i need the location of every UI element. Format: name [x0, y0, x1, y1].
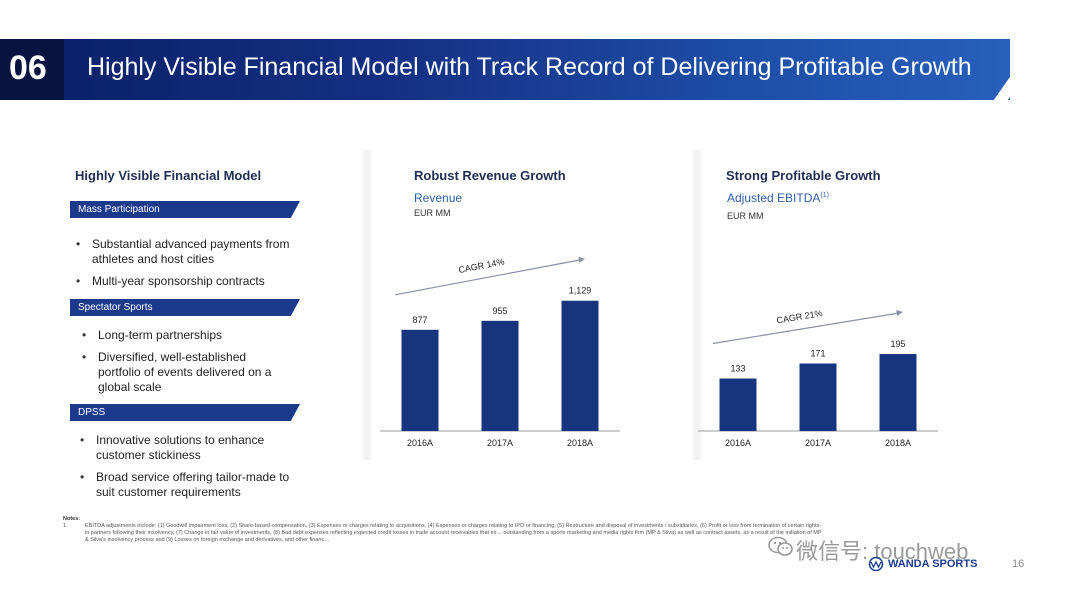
ebitda-value-label: 195 [890, 339, 905, 349]
revenue-tick-label: 2016A [407, 438, 433, 448]
note-text: EBITDA adjustments include: (1) Goodwill… [85, 523, 822, 543]
bullet-list-dpss: Innovative solutions to enhance customer… [80, 433, 295, 507]
note-number: 1. [63, 523, 68, 529]
tag-mass-participation: Mass Participation [70, 201, 300, 218]
section-number: 06 [9, 49, 47, 87]
revenue-cagr-annotation: CAGR 14% [458, 257, 506, 276]
ebitda-chart-subtitle: Adjusted EBITDA(1) [727, 191, 829, 205]
ebitda-bar-chart: 133 2016A 171 2017A 195 2018A CAGR 21% [698, 308, 938, 448]
ebitda-subtitle-text: Adjusted EBITDA [727, 191, 821, 205]
list-item: Diversified, well-established portfolio … [82, 350, 292, 395]
revenue-tick-label: 2017A [487, 438, 513, 448]
footnotes: Notes: 1. EBITDA adjustments include: (1… [63, 516, 823, 544]
column-divider [360, 150, 374, 460]
column-divider [690, 150, 704, 460]
revenue-value-label: 877 [412, 315, 427, 325]
notes-label: Notes: [63, 516, 81, 522]
revenue-bar-2017A [481, 320, 519, 431]
bullet-list-mass-participation: Substantial advanced payments from athle… [76, 237, 306, 296]
list-item: Multi-year sponsorship contracts [76, 274, 306, 289]
footnote-marker: (1) [820, 192, 829, 199]
ebitda-value-label: 171 [810, 349, 825, 359]
ebitda-chart-title: Strong Profitable Growth [726, 168, 881, 183]
revenue-chart-title: Robust Revenue Growth [414, 168, 566, 183]
revenue-bar-2018A [561, 300, 599, 431]
ebitda-cagr-arrow-line [712, 312, 900, 345]
bullet-list-spectator-sports: Long-term partnerships Diversified, well… [82, 328, 292, 402]
list-item: Broad service offering tailor-made to su… [80, 470, 295, 500]
list-item: Substantial advanced payments from athle… [76, 237, 306, 267]
section-number-box: 06 [0, 39, 64, 100]
slide-header: 06 Highly Visible Financial Model with T… [0, 39, 1080, 100]
ebitda-bar-2017A [799, 363, 837, 431]
slide-title: Highly Visible Financial Model with Trac… [87, 53, 972, 81]
wechat-icon [768, 536, 793, 556]
note-item: 1. EBITDA adjustments include: (1) Goodw… [63, 523, 823, 544]
revenue-cagr-arrow-head [578, 256, 585, 263]
list-item: Long-term partnerships [82, 328, 292, 343]
tag-spectator-sports: Spectator Sports [70, 299, 300, 316]
watermark-text: 微信号: touchweb [796, 539, 969, 564]
ebitda-cagr-annotation: CAGR 21% [776, 308, 824, 325]
revenue-cagr-arrow-line [394, 259, 582, 296]
revenue-chart-unit: EUR MM [414, 208, 451, 218]
ebitda-chart-unit: EUR MM [727, 211, 764, 221]
ebitda-bar-2016A [719, 378, 757, 431]
revenue-value-label: 955 [492, 306, 507, 316]
ebitda-value-label: 133 [730, 364, 745, 374]
ebitda-tick-label: 2018A [885, 438, 911, 448]
revenue-bar-chart: 877 2016A 955 2017A 1,129 2018A CAGR 14% [380, 256, 620, 448]
list-item: Innovative solutions to enhance customer… [80, 433, 295, 463]
wanda-sports-logo: WANDA SPORTS [888, 558, 978, 570]
revenue-chart-subtitle: Revenue [414, 191, 463, 205]
page-number: 16 [1012, 558, 1025, 570]
revenue-bar-2016A [401, 329, 439, 431]
ebitda-bar-2018A [879, 354, 917, 431]
tag-dpss: DPSS [70, 404, 300, 421]
wanda-logo-icon [868, 557, 884, 571]
ebitda-tick-label: 2016A [725, 438, 751, 448]
left-column-title: Highly Visible Financial Model [75, 168, 262, 183]
revenue-value-label: 1,129 [569, 286, 592, 296]
revenue-tick-label: 2018A [567, 438, 593, 448]
ebitda-cagr-arrow-head [896, 310, 903, 317]
ebitda-tick-label: 2017A [805, 438, 831, 448]
